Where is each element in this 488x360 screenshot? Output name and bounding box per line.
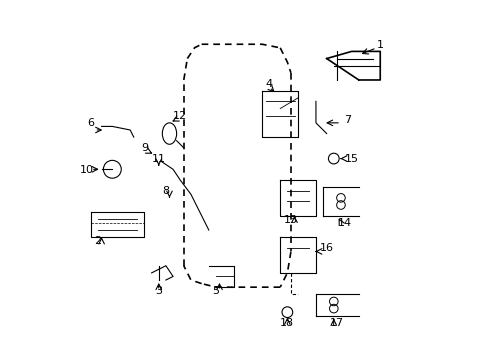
Text: 14: 14 [337, 219, 351, 229]
Text: 9: 9 [141, 143, 148, 153]
Text: 12: 12 [173, 111, 187, 121]
Text: 1: 1 [376, 40, 383, 50]
Text: 13: 13 [283, 215, 297, 225]
Text: 16: 16 [319, 243, 333, 253]
Text: 8: 8 [162, 186, 169, 196]
Text: 4: 4 [265, 79, 272, 89]
Text: 15: 15 [344, 154, 358, 164]
Text: 18: 18 [280, 319, 294, 328]
Text: 6: 6 [87, 118, 94, 129]
Text: 17: 17 [329, 319, 344, 328]
Text: 11: 11 [151, 154, 165, 164]
Text: 5: 5 [212, 286, 219, 296]
Text: 2: 2 [94, 236, 102, 246]
Text: 7: 7 [344, 115, 351, 125]
Text: 10: 10 [80, 165, 94, 175]
Text: 3: 3 [155, 286, 162, 296]
